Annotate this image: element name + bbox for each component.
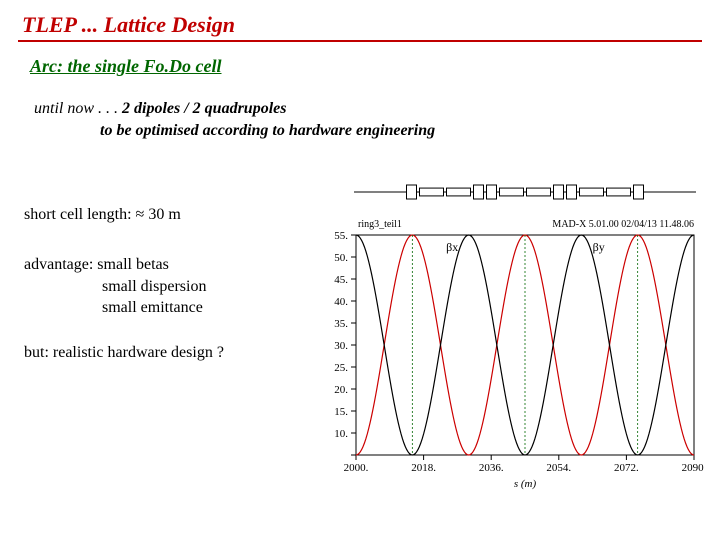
lattice-dipole bbox=[500, 188, 524, 196]
advantage-block: advantage: small betas small dispersion … bbox=[24, 254, 206, 319]
advantage-line-1: advantage: small betas bbox=[24, 256, 169, 273]
ytick-label: 50. bbox=[334, 252, 348, 264]
ytick-label: 25. bbox=[334, 362, 348, 374]
xtick-label: 2018. bbox=[411, 462, 436, 474]
ytick-label: 15. bbox=[334, 406, 348, 418]
lattice-dipole bbox=[607, 188, 631, 196]
lattice-quad bbox=[487, 185, 497, 199]
xtick-label: 2000. bbox=[344, 462, 369, 474]
lattice-quad bbox=[634, 185, 644, 199]
lattice-quad bbox=[554, 185, 564, 199]
ytick-label: 55. bbox=[334, 230, 348, 242]
ytick-label: 40. bbox=[334, 296, 348, 308]
lattice-dipole bbox=[527, 188, 551, 196]
ytick-label: 35. bbox=[334, 318, 348, 330]
beta-chart: ring3_teil1 MAD-X 5.01.00 02/04/13 11.48.… bbox=[314, 175, 704, 491]
lattice-dipole bbox=[447, 188, 471, 196]
xtick-label: 2036. bbox=[479, 462, 504, 474]
xtick-label: 2054. bbox=[546, 462, 571, 474]
cell-length-note: short cell length: ≈ 30 m bbox=[24, 204, 181, 226]
lattice-quad bbox=[474, 185, 484, 199]
ytick-label: 30. bbox=[334, 340, 348, 352]
ytick-label: 45. bbox=[334, 274, 348, 286]
chart-header-left: ring3_teil1 bbox=[358, 219, 402, 230]
page-title: TLEP ... Lattice Design bbox=[22, 12, 235, 38]
advantage-line-2: small dispersion bbox=[24, 276, 206, 298]
advantage-line-3: small emittance bbox=[24, 297, 206, 319]
lattice-quad bbox=[567, 185, 577, 199]
chart-header-right: MAD-X 5.01.00 02/04/13 11.48.06 bbox=[552, 219, 694, 230]
x-axis-label: s (m) bbox=[514, 478, 537, 490]
ytick-label: 20. bbox=[334, 384, 348, 396]
lattice-dipole bbox=[420, 188, 444, 196]
question-line: but: realistic hardware design ? bbox=[24, 342, 224, 364]
legend-beta-y: βy bbox=[593, 240, 605, 254]
line1-bold: 2 dipoles / 2 quadrupoles bbox=[122, 100, 286, 117]
line1-prefix: until now . . . bbox=[34, 100, 122, 117]
lattice-quad bbox=[407, 185, 417, 199]
design-line-2: to be optimised according to hardware en… bbox=[100, 122, 435, 140]
xtick-label: 2072. bbox=[614, 462, 639, 474]
design-line-1: until now . . . 2 dipoles / 2 quadrupole… bbox=[34, 100, 286, 118]
lattice-dipole bbox=[580, 188, 604, 196]
ytick-label: 10. bbox=[334, 428, 348, 440]
legend-beta-x: βx bbox=[446, 240, 458, 254]
title-rule bbox=[18, 40, 702, 42]
xtick-label: 2090. bbox=[682, 462, 704, 474]
subtitle: Arc: the single Fo.Do cell bbox=[30, 56, 222, 77]
